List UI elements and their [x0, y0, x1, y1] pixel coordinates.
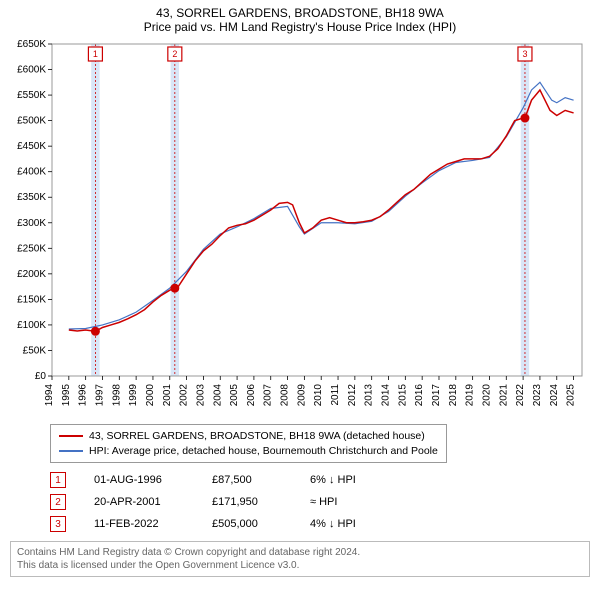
svg-text:2014: 2014 — [381, 384, 392, 407]
legend-label-property: 43, SORREL GARDENS, BROADSTONE, BH18 9WA… — [89, 429, 425, 444]
legend: 43, SORREL GARDENS, BROADSTONE, BH18 9WA… — [50, 424, 447, 463]
svg-text:1996: 1996 — [78, 384, 89, 407]
legend-label-hpi: HPI: Average price, detached house, Bour… — [89, 444, 438, 459]
svg-text:1994: 1994 — [44, 384, 55, 407]
svg-text:£350K: £350K — [17, 192, 46, 203]
svg-text:2001: 2001 — [162, 384, 173, 407]
transaction-badge: 3 — [50, 516, 66, 532]
title-line-1: 43, SORREL GARDENS, BROADSTONE, BH18 9WA — [10, 6, 590, 20]
svg-text:£200K: £200K — [17, 269, 46, 280]
svg-text:2003: 2003 — [195, 384, 206, 407]
svg-text:£100K: £100K — [17, 320, 46, 331]
transaction-hpi: ≈ HPI — [310, 496, 390, 508]
price-chart: 1 2 3 £0 £50K £100K £150K £200K £250K £300K £350K £… — [10, 38, 590, 418]
legend-swatch-property — [59, 435, 83, 437]
transaction-badge: 1 — [50, 472, 66, 488]
svg-text:2004: 2004 — [212, 384, 223, 407]
transaction-table: 1 01-AUG-1996 £87,500 6% ↓ HPI 2 20-APR-… — [50, 469, 590, 535]
svg-text:£650K: £650K — [17, 39, 46, 50]
transaction-price: £87,500 — [212, 474, 282, 486]
attribution: Contains HM Land Registry data © Crown c… — [10, 541, 590, 577]
svg-text:£400K: £400K — [17, 167, 46, 178]
svg-text:2022: 2022 — [515, 384, 526, 407]
page-root: 43, SORREL GARDENS, BROADSTONE, BH18 9WA… — [0, 0, 600, 581]
svg-text:£0: £0 — [35, 371, 47, 382]
svg-text:1997: 1997 — [94, 384, 105, 407]
svg-text:2017: 2017 — [431, 384, 442, 407]
svg-text:2009: 2009 — [296, 384, 307, 407]
svg-text:2006: 2006 — [246, 384, 257, 407]
transaction-date: 01-AUG-1996 — [94, 474, 184, 486]
legend-item-property: 43, SORREL GARDENS, BROADSTONE, BH18 9WA… — [59, 429, 438, 444]
svg-text:2024: 2024 — [549, 384, 560, 407]
svg-text:2020: 2020 — [481, 384, 492, 407]
svg-text:2007: 2007 — [263, 384, 274, 407]
svg-text:£250K: £250K — [17, 243, 46, 254]
chart-title: 43, SORREL GARDENS, BROADSTONE, BH18 9WA… — [10, 6, 590, 34]
legend-swatch-hpi — [59, 450, 83, 452]
svg-text:1999: 1999 — [128, 384, 139, 407]
table-row: 2 20-APR-2001 £171,950 ≈ HPI — [50, 491, 590, 513]
transaction-hpi: 6% ↓ HPI — [310, 474, 390, 486]
transaction-date: 20-APR-2001 — [94, 496, 184, 508]
svg-text:1: 1 — [93, 49, 98, 59]
title-line-2: Price paid vs. HM Land Registry's House … — [10, 20, 590, 34]
svg-text:1998: 1998 — [111, 384, 122, 407]
svg-text:2000: 2000 — [145, 384, 156, 407]
svg-text:2019: 2019 — [465, 384, 476, 407]
svg-text:£150K: £150K — [17, 294, 46, 305]
svg-text:£550K: £550K — [17, 90, 46, 101]
transaction-date: 11-FEB-2022 — [94, 518, 184, 530]
svg-text:£300K: £300K — [17, 218, 46, 229]
svg-text:1995: 1995 — [61, 384, 72, 407]
svg-text:2: 2 — [172, 49, 177, 59]
legend-item-hpi: HPI: Average price, detached house, Bour… — [59, 444, 438, 459]
svg-text:2018: 2018 — [448, 384, 459, 407]
transaction-price: £505,000 — [212, 518, 282, 530]
svg-text:2008: 2008 — [280, 384, 291, 407]
svg-text:£50K: £50K — [23, 345, 47, 356]
svg-text:2011: 2011 — [330, 384, 341, 406]
svg-text:£500K: £500K — [17, 116, 46, 127]
chart-area: 1 2 3 £0 £50K £100K £150K £200K £250K £300K £350K £… — [10, 38, 590, 418]
attribution-line-1: Contains HM Land Registry data © Crown c… — [17, 546, 583, 559]
svg-text:2013: 2013 — [364, 384, 375, 407]
svg-text:2025: 2025 — [566, 384, 577, 407]
svg-text:2016: 2016 — [414, 384, 425, 407]
svg-text:2015: 2015 — [397, 384, 408, 407]
transaction-hpi: 4% ↓ HPI — [310, 518, 390, 530]
svg-text:2010: 2010 — [313, 384, 324, 407]
svg-text:£450K: £450K — [17, 141, 46, 152]
table-row: 1 01-AUG-1996 £87,500 6% ↓ HPI — [50, 469, 590, 491]
svg-text:2002: 2002 — [179, 384, 190, 407]
attribution-line-2: This data is licensed under the Open Gov… — [17, 559, 583, 572]
transaction-price: £171,950 — [212, 496, 282, 508]
svg-text:£600K: £600K — [17, 65, 46, 76]
svg-text:3: 3 — [522, 49, 527, 59]
svg-text:2005: 2005 — [229, 384, 240, 407]
table-row: 3 11-FEB-2022 £505,000 4% ↓ HPI — [50, 513, 590, 535]
svg-text:2012: 2012 — [347, 384, 358, 407]
svg-text:2023: 2023 — [532, 384, 543, 407]
transaction-badge: 2 — [50, 494, 66, 510]
svg-text:2021: 2021 — [498, 384, 509, 407]
